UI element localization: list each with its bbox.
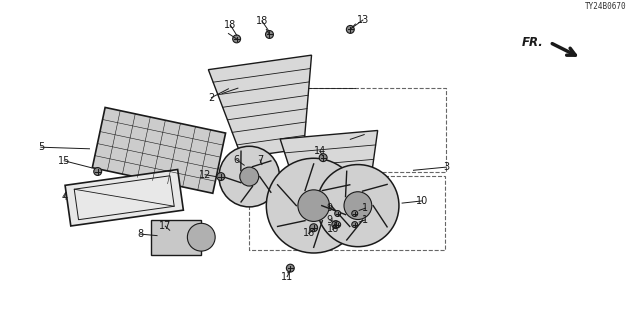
Circle shape [217,172,225,180]
Text: 1: 1 [362,203,369,213]
Text: 2: 2 [208,92,214,103]
Text: TY24B0670: TY24B0670 [585,3,627,12]
Circle shape [332,220,340,228]
Text: 12: 12 [199,170,211,180]
Text: 9: 9 [326,215,333,225]
Polygon shape [92,108,225,193]
Circle shape [298,190,330,221]
Text: FR.: FR. [522,36,544,49]
Text: 9: 9 [326,203,333,213]
Polygon shape [65,170,184,226]
Circle shape [317,164,399,247]
Circle shape [240,167,259,186]
Circle shape [310,224,317,232]
Text: 18: 18 [224,20,236,30]
Text: 4: 4 [61,192,67,202]
Text: 7: 7 [257,155,263,165]
Text: 14: 14 [314,146,326,156]
Text: 16: 16 [303,228,315,238]
Circle shape [344,192,372,220]
Text: 8: 8 [137,229,143,239]
Text: 11: 11 [281,272,293,282]
Circle shape [233,35,241,43]
Text: 16: 16 [326,224,339,234]
Text: 10: 10 [416,196,428,206]
Text: 15: 15 [58,156,70,166]
Circle shape [188,223,215,251]
Circle shape [266,30,273,38]
Text: 13: 13 [357,15,369,25]
Circle shape [352,222,358,228]
Circle shape [352,211,358,217]
Circle shape [93,168,102,175]
Circle shape [319,154,327,162]
Text: 6: 6 [234,155,240,165]
Text: 18: 18 [256,16,268,26]
Circle shape [286,264,294,272]
Circle shape [346,26,355,33]
Text: 1: 1 [362,215,369,225]
Text: 17: 17 [159,221,172,231]
Circle shape [266,158,361,253]
Text: 3: 3 [444,162,449,172]
Polygon shape [151,220,201,255]
Text: 5: 5 [38,142,44,152]
Polygon shape [209,55,312,157]
Circle shape [335,222,340,228]
Circle shape [335,211,340,217]
Circle shape [219,146,280,207]
Polygon shape [280,131,378,222]
